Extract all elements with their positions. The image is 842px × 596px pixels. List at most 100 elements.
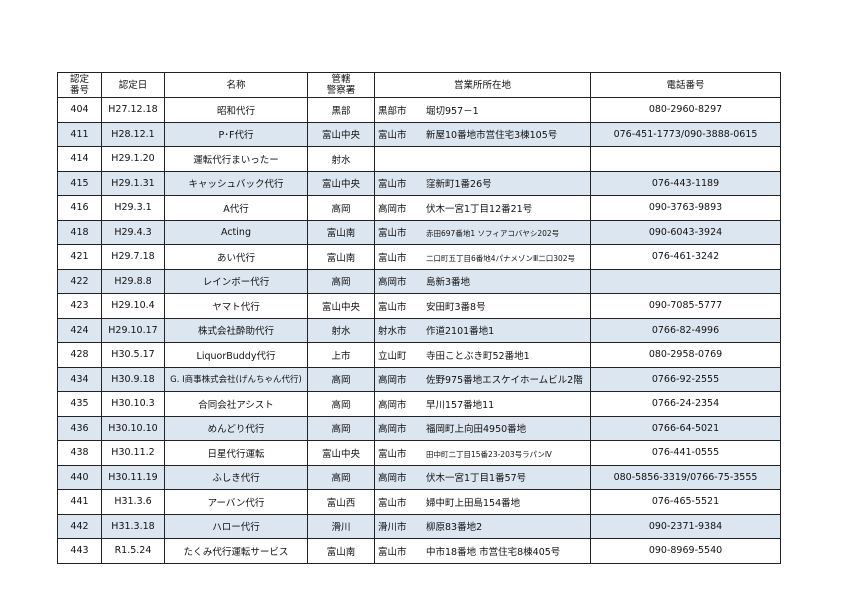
cell-phone: 090-7085-5777 xyxy=(590,293,781,319)
address-city: 立山町 xyxy=(378,350,407,362)
address-street: 佐野975番地エスケイホームビル2階 xyxy=(426,375,583,387)
cell-name: 株式会社酔助代行 xyxy=(164,317,308,343)
header-phone: 電話番号 xyxy=(590,72,781,98)
cell-address: 高岡市 伏木一宮1丁目1番57号 xyxy=(374,464,591,490)
cell-police: 高岡 xyxy=(307,195,375,221)
cell-name: キャッシュバック代行 xyxy=(164,170,308,196)
cell-number: 434 xyxy=(57,366,102,392)
table-row: 415 H29.1.31 キャッシュバック代行 富山中央 富山市 窪新町1番26号 076-… xyxy=(57,170,781,196)
cell-name: Acting xyxy=(164,219,308,245)
address-city: 富山市 xyxy=(378,130,407,142)
table-row: 443 R1.5.24 たくみ代行運転サービス 富山南 富山市 中市18番地 市営住宅8棟… xyxy=(57,538,781,564)
cell-number: 438 xyxy=(57,440,102,466)
cell-phone xyxy=(590,268,781,294)
address-city: 射水市 xyxy=(378,326,407,338)
cell-date: H28.12.1 xyxy=(101,121,165,147)
cell-police: 富山中央 xyxy=(307,121,375,147)
table-row: 440 H30.11.19 ふしき代行 高岡 高岡市 伏木一宮1丁目1番57号 080-58… xyxy=(57,464,781,490)
cell-police: 高岡 xyxy=(307,268,375,294)
cell-number: 416 xyxy=(57,195,102,221)
table-row: 434 H30.9.18 G. I商事株式会社(げんちゃん代行) 高岡 高岡市 佐野975… xyxy=(57,366,781,392)
cell-date: H31.3.6 xyxy=(101,489,165,515)
address-street: 安田町3番8号 xyxy=(426,301,486,313)
cell-date: R1.5.24 xyxy=(101,538,165,564)
cell-number: 436 xyxy=(57,415,102,441)
cell-phone: 076-441-0555 xyxy=(590,440,781,466)
cell-address: 富山市 中市18番地 市営住宅8棟405号 xyxy=(374,538,591,564)
cell-name: めんどり代行 xyxy=(164,415,308,441)
cell-phone: 0766-82-4996 xyxy=(590,317,781,343)
cell-number: 422 xyxy=(57,268,102,294)
cell-name: レインボー代行 xyxy=(164,268,308,294)
cell-date: H31.3.18 xyxy=(101,513,165,539)
cell-police: 高岡 xyxy=(307,391,375,417)
table-row: 416 H29.3.1 A代行 高岡 高岡市 伏木一宮1丁目12番21号 090-3763-… xyxy=(57,195,781,221)
cell-date: H29.10.4 xyxy=(101,293,165,319)
table-row: 423 H29.10.4 ヤマト代行 富山中央 富山市 安田町3番8号 090-7085-5… xyxy=(57,293,781,319)
cell-name: G. I商事株式会社(げんちゃん代行) xyxy=(164,366,308,392)
cell-number: 418 xyxy=(57,219,102,245)
table-row: 414 H29.1.20 運転代行まいったー 射水 xyxy=(57,146,781,172)
address-city: 富山市 xyxy=(378,497,407,509)
cell-address xyxy=(374,146,591,172)
address-street: 堀切957－1 xyxy=(426,105,479,117)
address-street: 婦中町上田島154番地 xyxy=(426,497,521,509)
address-street: 島新3番地 xyxy=(426,277,471,289)
cell-number: 442 xyxy=(57,513,102,539)
address-city: 高岡市 xyxy=(378,277,407,289)
cell-date: H30.10.3 xyxy=(101,391,165,417)
table-row: 418 H29.4.3 Acting 富山南 富山市 赤田697番地1 ソフィアコバヤシ2… xyxy=(57,219,781,245)
address-city: 黒部市 xyxy=(378,105,407,117)
table-row: 436 H30.10.10 めんどり代行 高岡 高岡市 福岡町上向田4950番地 0766-… xyxy=(57,415,781,441)
address-city: 高岡市 xyxy=(378,473,407,485)
table-row: 404 H27.12.18 昭和代行 黒部 黒部市 堀切957－1 080-2960-829… xyxy=(57,97,781,123)
cell-name: 昭和代行 xyxy=(164,97,308,123)
cell-address: 富山市 窪新町1番26号 xyxy=(374,170,591,196)
address-street: 福岡町上向田4950番地 xyxy=(426,424,527,436)
cell-phone: 090-3763-9893 xyxy=(590,195,781,221)
cell-police: 黒部 xyxy=(307,97,375,123)
cell-police: 富山南 xyxy=(307,244,375,270)
cell-date: H30.11.19 xyxy=(101,464,165,490)
cell-date: H30.5.17 xyxy=(101,342,165,368)
cell-date: H29.7.18 xyxy=(101,244,165,270)
address-street: 柳原83番地2 xyxy=(426,522,483,534)
address-city: 高岡市 xyxy=(378,375,407,387)
cell-phone: 076-465-5521 xyxy=(590,489,781,515)
cell-police: 富山中央 xyxy=(307,170,375,196)
cell-phone: 080-2960-8297 xyxy=(590,97,781,123)
address-street: 新屋10番地市営住宅3棟105号 xyxy=(426,130,558,142)
cell-number: 411 xyxy=(57,121,102,147)
cell-police: 上市 xyxy=(307,342,375,368)
cell-address: 高岡市 島新3番地 xyxy=(374,268,591,294)
cell-number: 423 xyxy=(57,293,102,319)
cell-date: H27.12.18 xyxy=(101,97,165,123)
cell-name: P･F代行 xyxy=(164,121,308,147)
cell-phone: 090-6043-3924 xyxy=(590,219,781,245)
cell-phone: 0766-64-5021 xyxy=(590,415,781,441)
table-row: 428 H30.5.17 LiquorBuddy代行 上市 立山町 寺田ことぶき町52番地… xyxy=(57,342,781,368)
cell-name: A代行 xyxy=(164,195,308,221)
cell-address: 富山市 婦中町上田島154番地 xyxy=(374,489,591,515)
cell-name: 日星代行運転 xyxy=(164,440,308,466)
address-street: 中市18番地 市営住宅8棟405号 xyxy=(426,546,561,558)
cell-police: 射水 xyxy=(307,146,375,172)
cell-date: H30.11.2 xyxy=(101,440,165,466)
cell-address: 富山市 二口町五丁目6番地4パナメゾンⅢ二口302号 xyxy=(374,244,591,270)
cell-phone: 0766-24-2354 xyxy=(590,391,781,417)
cell-police: 富山南 xyxy=(307,219,375,245)
address-city: 高岡市 xyxy=(378,399,407,411)
table-row: 442 H31.3.18 ハロー代行 滑川 滑川市 柳原83番地2 090-2371-938… xyxy=(57,513,781,539)
table-row: 424 H29.10.17 株式会社酔助代行 射水 射水市 作道2101番地1 0766-8… xyxy=(57,317,781,343)
cell-address: 高岡市 福岡町上向田4950番地 xyxy=(374,415,591,441)
cell-phone: 080-5856-3319/0766-75-3555 xyxy=(590,464,781,490)
cell-number: 404 xyxy=(57,97,102,123)
cell-date: H29.1.20 xyxy=(101,146,165,172)
header-name: 名称 xyxy=(164,72,308,98)
cell-address: 滑川市 柳原83番地2 xyxy=(374,513,591,539)
address-street: 赤田697番地1 ソフィアコバヤシ202号 xyxy=(426,229,560,239)
cell-date: H29.1.31 xyxy=(101,170,165,196)
address-city: 富山市 xyxy=(378,546,407,558)
cell-address: 富山市 赤田697番地1 ソフィアコバヤシ202号 xyxy=(374,219,591,245)
address-street: 作道2101番地1 xyxy=(426,326,495,338)
